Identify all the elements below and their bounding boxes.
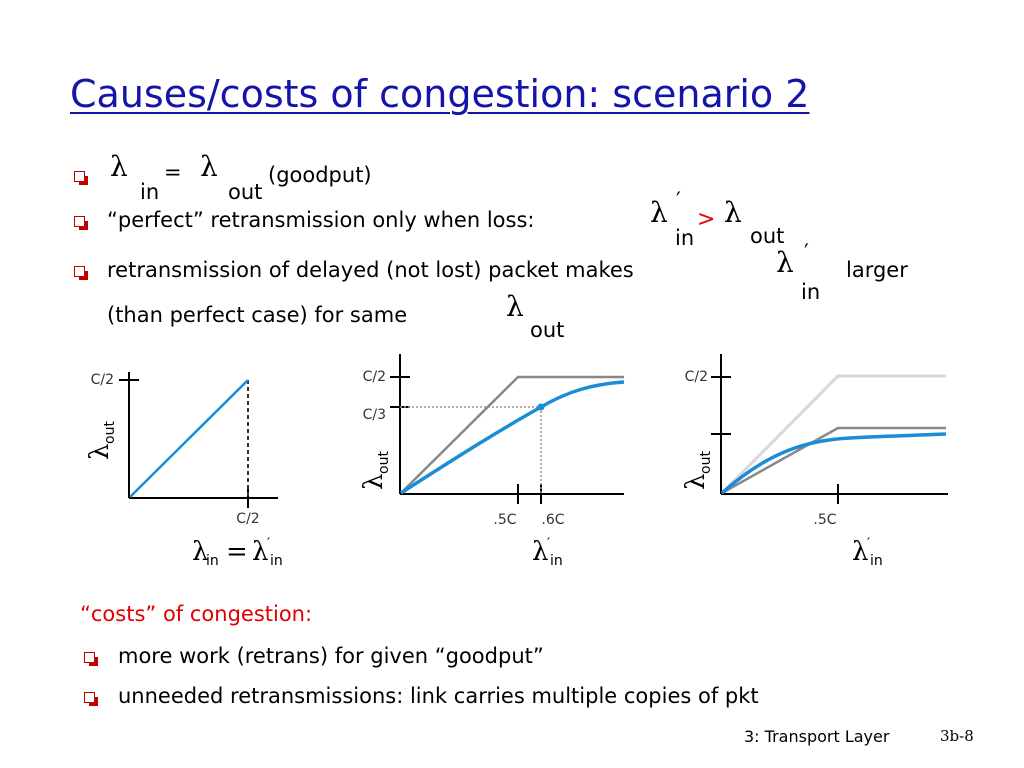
x-tick-label: .6C xyxy=(541,512,564,528)
prime-mark: ′ xyxy=(676,188,681,212)
subscript-in: in xyxy=(675,226,695,250)
lambda-symbol: λ xyxy=(192,537,208,567)
prime-mark: ′ xyxy=(867,536,870,552)
lambda-symbol: λ xyxy=(85,444,115,460)
lambda-symbol: λ xyxy=(200,150,218,183)
y-axis-label: λ out xyxy=(681,451,714,490)
subscript-in: in xyxy=(870,553,883,569)
y-tick-label: C/3 xyxy=(363,407,386,423)
prime-mark: ′ xyxy=(547,536,550,552)
equals-sign: = xyxy=(164,160,182,184)
subscript-out: out xyxy=(102,421,118,444)
bullet-icon xyxy=(74,216,88,230)
ideal-throughput-line xyxy=(720,374,946,495)
lambda-symbol: λ xyxy=(359,474,389,490)
x-tick-label: C/2 xyxy=(236,511,259,527)
subscript-in: in xyxy=(550,553,563,569)
costs-item: unneeded retransmissions: link carries m… xyxy=(118,684,759,708)
ideal-throughput-line xyxy=(400,375,624,494)
lambda-symbol: λ xyxy=(724,196,742,229)
x-axis-label: λ ′ in xyxy=(852,536,883,569)
footer-section-label: 3: Transport Layer xyxy=(744,727,890,746)
y-tick-label: C/2 xyxy=(91,372,114,388)
x-tick-label: .5C xyxy=(813,512,836,528)
prime-mark: ′ xyxy=(804,240,809,264)
subscript-in: in xyxy=(206,553,219,569)
lambda-symbol: λ xyxy=(252,537,268,567)
slide-number: 3b-8 xyxy=(940,727,974,745)
lambda-symbol: λ xyxy=(532,537,548,567)
subscript-out: out xyxy=(698,451,714,474)
lambda-symbol: λ xyxy=(506,290,524,323)
subscript-in: in xyxy=(270,553,283,569)
x-tick-label: .5C xyxy=(493,512,516,528)
goodput-label: (goodput) xyxy=(268,163,372,187)
bullet-icon xyxy=(74,266,88,280)
subscript-in: in xyxy=(140,180,160,204)
x-axis-label: λ ′ in xyxy=(532,536,563,569)
throughput-line xyxy=(129,379,249,498)
lambda-symbol: λ xyxy=(650,196,668,229)
bullet-text-after: larger xyxy=(846,258,908,282)
lambda-symbol: λ xyxy=(852,537,868,567)
bullet-text: “perfect” retransmission only when loss: xyxy=(107,208,535,232)
x-axis-label: λ in = λ ′ in xyxy=(192,536,283,569)
subscript-out: out xyxy=(530,318,565,342)
lambda-symbol: λ xyxy=(681,474,711,490)
data-point xyxy=(537,403,545,411)
equals-sign: = xyxy=(226,537,248,567)
y-tick-label: C/2 xyxy=(363,369,386,385)
subscript-out: out xyxy=(750,224,785,248)
chart-3: C/2 .5C λ out λ ′ in xyxy=(681,354,948,569)
bullet-icon xyxy=(74,171,88,185)
y-axis-label: λ out xyxy=(85,421,118,460)
prime-mark: ′ xyxy=(267,536,270,552)
subscript-out: out xyxy=(228,180,263,204)
chart-2: C/2 C/3 .5C .6C λ out λ ′ in xyxy=(359,354,625,569)
actual-throughput-curve xyxy=(400,380,625,495)
lambda-symbol: λ xyxy=(110,150,128,183)
chart-1: C/2 C/2 λ out λ in = λ ′ in xyxy=(85,372,283,569)
actual-throughput-curve xyxy=(720,432,947,495)
bullet-icon xyxy=(84,692,98,706)
slide-title: Causes/costs of congestion: scenario 2 xyxy=(70,72,810,116)
y-tick-label: C/2 xyxy=(685,369,708,385)
perfect-retransmission-line xyxy=(721,426,946,495)
bullet-text-line2: (than perfect case) for same xyxy=(107,303,408,327)
lambda-symbol: λ xyxy=(776,246,794,279)
greater-than-sign: > xyxy=(697,207,716,232)
costs-heading: “costs” of congestion: xyxy=(80,602,313,626)
bullet-text: retransmission of delayed (not lost) pac… xyxy=(107,258,634,282)
subscript-in: in xyxy=(801,280,821,304)
bullet-icon xyxy=(84,652,98,666)
subscript-out: out xyxy=(376,451,392,474)
y-axis-label: λ out xyxy=(359,451,392,490)
costs-item: more work (retrans) for given “goodput” xyxy=(118,644,544,668)
